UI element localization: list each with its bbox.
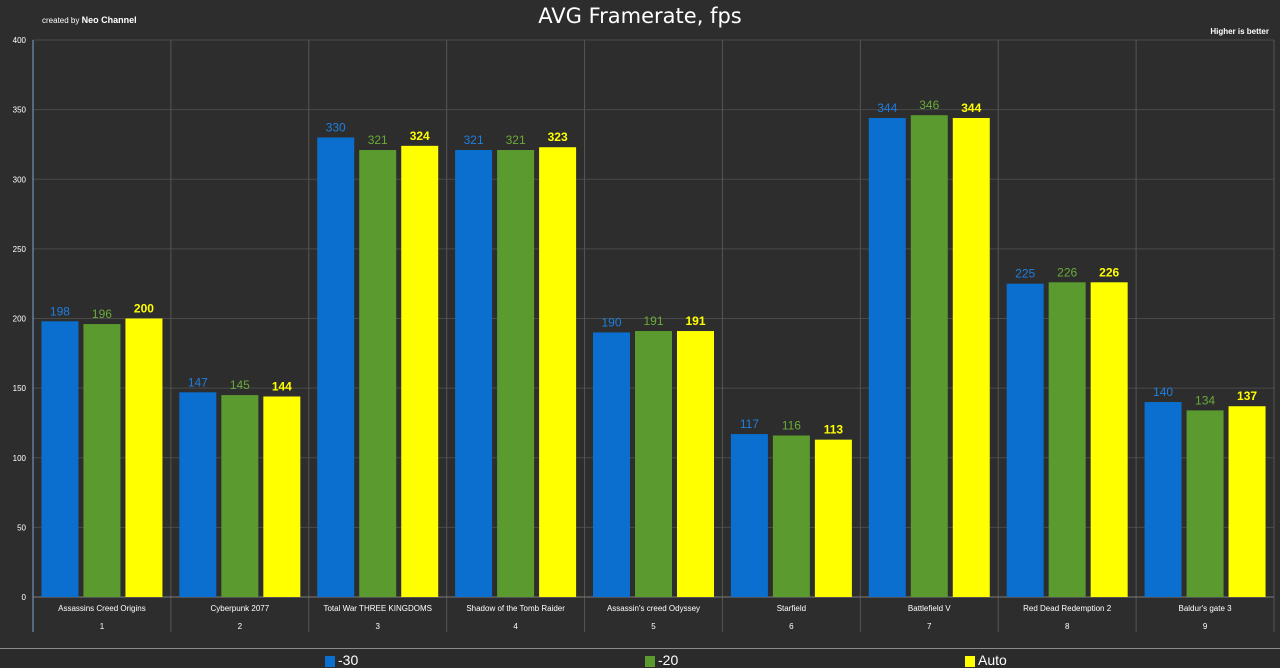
legend-swatch-auto (965, 656, 975, 667)
data-label: 116 (782, 418, 801, 432)
y-tick-label: 300 (13, 175, 27, 184)
data-label: 344 (877, 101, 897, 115)
data-label: 190 (601, 315, 621, 329)
bar-minus30 (179, 392, 217, 597)
y-tick-label: 50 (17, 523, 26, 532)
chart-title: AVG Framerate, fps (538, 4, 742, 28)
legend: -30 -20 Auto (0, 648, 1280, 668)
credit-name: Neo Channel (81, 15, 137, 25)
y-tick-label: 350 (13, 106, 27, 115)
x-category-index: 1 (100, 622, 105, 631)
data-label: 321 (464, 133, 484, 147)
bar-minus30 (1144, 402, 1182, 597)
bar-minus20 (359, 150, 397, 597)
data-label: 324 (410, 129, 430, 143)
higher-is-better-note: Higher is better (1210, 27, 1269, 36)
bar-minus20 (1048, 282, 1086, 597)
data-label: 226 (1099, 265, 1119, 279)
data-label: 226 (1057, 265, 1077, 279)
data-label: 137 (1237, 389, 1257, 403)
x-category-index: 7 (927, 622, 932, 631)
y-tick-label: 200 (13, 315, 27, 324)
data-label: 200 (134, 302, 154, 316)
bar-minus30 (41, 321, 79, 597)
data-label: 198 (50, 304, 70, 318)
x-category-index: 2 (238, 622, 243, 631)
legend-label-minus30: -30 (338, 652, 359, 668)
bar-auto (814, 439, 852, 597)
bar-auto (401, 145, 439, 597)
bar-auto (539, 147, 577, 597)
data-label: 321 (368, 133, 388, 147)
data-label: 330 (326, 120, 346, 134)
bar-auto (263, 396, 301, 597)
data-label: 346 (919, 98, 939, 112)
x-category-index: 5 (651, 622, 656, 631)
bar-minus30 (1006, 283, 1044, 597)
bar-auto (952, 117, 990, 597)
x-category-label: Total War THREE KINGDOMS (323, 604, 431, 613)
data-label: 225 (1015, 267, 1035, 281)
y-tick-label: 100 (13, 454, 27, 463)
bar-auto (1228, 406, 1266, 597)
bar-minus30 (455, 150, 493, 597)
legend-label-auto: Auto (978, 652, 1007, 668)
bar-minus30 (868, 117, 906, 597)
y-tick-label: 150 (13, 384, 27, 393)
y-tick-label: 400 (13, 36, 27, 45)
data-label: 323 (548, 130, 568, 144)
data-label: 191 (685, 314, 705, 328)
bar-auto (677, 331, 714, 597)
x-category-index: 6 (789, 622, 794, 631)
x-category-label: Baldur's gate 3 (1178, 604, 1232, 613)
x-category-index: 8 (1065, 622, 1070, 631)
data-label: 344 (961, 101, 981, 115)
legend-swatch-minus30 (325, 656, 335, 667)
data-label: 144 (272, 379, 292, 393)
x-category-label: Assassin's creed Odyssey (607, 604, 700, 613)
legend-swatch-minus20 (645, 656, 655, 667)
data-label: 113 (824, 423, 844, 437)
x-category-label: Shadow of the Tomb Raider (466, 604, 565, 613)
data-label: 134 (1195, 393, 1215, 407)
bar-minus20 (1186, 410, 1224, 597)
bar-minus30 (317, 137, 355, 597)
bar-auto (1090, 282, 1128, 597)
bar-minus20 (497, 150, 535, 597)
x-category-label: Cyberpunk 2077 (210, 604, 269, 613)
x-category-label: Starfield (777, 604, 806, 613)
x-category-label: Battlefield V (908, 604, 951, 613)
x-category-label: Assassins Creed Origins (58, 604, 146, 613)
bar-minus20 (83, 324, 121, 597)
bar-minus30 (593, 332, 630, 597)
bar-minus20 (221, 395, 259, 597)
data-label: 321 (506, 133, 526, 147)
x-category-index: 3 (375, 622, 380, 631)
data-label: 147 (188, 375, 208, 389)
x-category-label: Red Dead Redemption 2 (1023, 604, 1112, 613)
data-label: 140 (1153, 385, 1173, 399)
x-category-index: 4 (513, 622, 518, 631)
y-tick-label: 0 (22, 593, 27, 602)
credit-text: created by Neo Channel (42, 15, 137, 25)
legend-label-minus20: -20 (658, 652, 679, 668)
x-category-index: 9 (1203, 622, 1208, 631)
bar-minus20 (772, 435, 810, 597)
bar-auto (125, 318, 163, 597)
data-label: 117 (740, 417, 759, 431)
bar-minus30 (730, 434, 768, 597)
credit-prefix: created by (42, 16, 80, 25)
data-label: 196 (92, 307, 112, 321)
bar-minus20 (910, 115, 948, 597)
data-label: 145 (230, 378, 250, 392)
y-tick-label: 250 (13, 245, 27, 254)
data-label: 191 (643, 314, 663, 328)
bar-minus20 (635, 331, 672, 597)
